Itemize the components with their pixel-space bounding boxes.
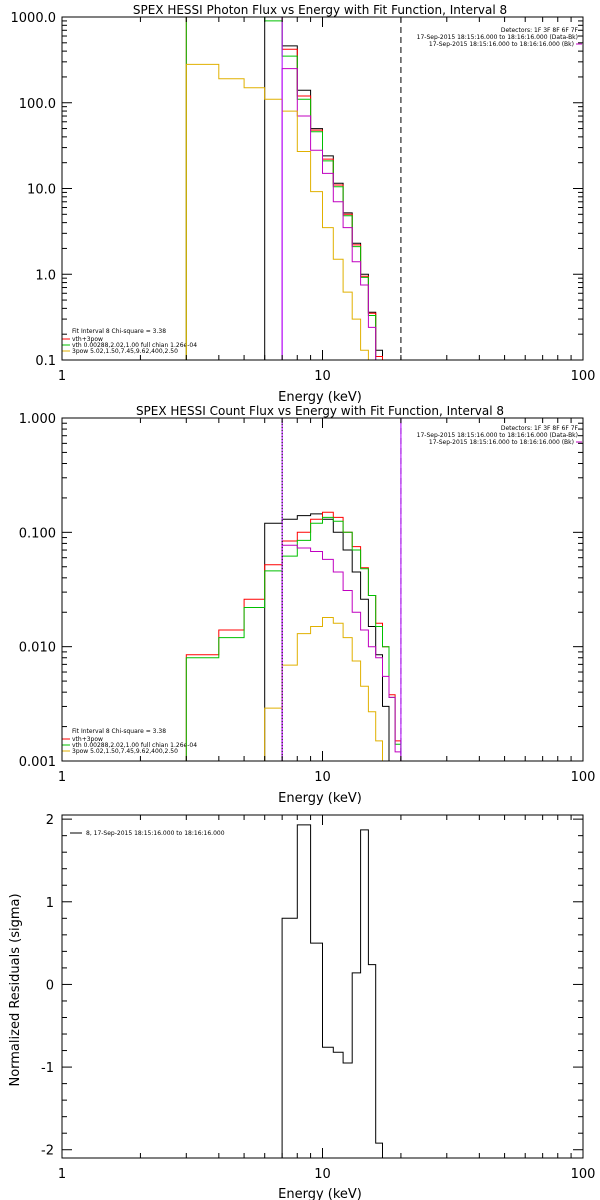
panel-1-x-tick-label: 1 <box>58 369 66 384</box>
panel-2-series-1 <box>264 513 390 761</box>
panel-1-frame <box>61 16 584 361</box>
panel-3-legend-entry: 8, 17-Sep-2015 18:15:16.000 to 18:16:16.… <box>86 830 225 837</box>
panel-2-x-tick-label: 100 <box>571 770 596 785</box>
panel-2-y-tick-label: 0.100 <box>19 526 56 541</box>
panel-3-y-tick-label: -1 <box>41 1061 54 1076</box>
panel-2-series-3 <box>185 516 402 761</box>
panel-3-series-1 <box>281 824 383 1158</box>
panel-3-series-group <box>281 824 383 1158</box>
panel-2-plot: 1 10 100 0.001 0.010 0.100 1.000 <box>19 412 596 785</box>
panel-3-y-axis-label: Normalized Residuals (sigma) <box>8 893 23 1086</box>
residuals-panel: 8, 17-Sep-2015 18:15:16.000 to 18:16:16.… <box>8 830 362 1200</box>
panel-2-title: SPEX HESSI Count Flux vs Energy with Fit… <box>136 404 504 418</box>
panel-1-y-tick-label: 1000.0 <box>11 11 57 26</box>
panel-1-series-3 <box>185 17 377 360</box>
panel-3-y-tick-label: 2 <box>46 813 54 828</box>
photon-flux-panel: SPEX HESSI Photon Flux vs Energy with Fi… <box>62 3 582 405</box>
count-flux-panel: SPEX HESSI Count Flux vs Energy with Fit… <box>62 404 582 806</box>
panel-2-series-2 <box>185 511 407 761</box>
panel-2-legend-title: Fit Interval 8 Chi-square = 3.38 <box>72 728 166 735</box>
panel-3-x-tick-label: 100 <box>571 1167 596 1182</box>
panel-1-x-tick-label: 100 <box>571 369 596 384</box>
panel-2-info-line-2: 17-Sep-2015 18:15:16.000 to 18:16:16.000… <box>417 432 578 439</box>
panel-1-y-tick-label: 1.0 <box>35 268 56 283</box>
panel-2-legend-entry-2: vth 0.00288,2.02,1.00 full chian 1.26e-0… <box>72 742 197 749</box>
panel-1-series-group <box>185 17 383 360</box>
panel-2-series-5 <box>264 617 383 761</box>
panel-1-title: SPEX HESSI Photon Flux vs Energy with Fi… <box>133 3 507 17</box>
panel-2-frame <box>61 417 584 762</box>
panel-2-series-4 <box>281 544 402 761</box>
panel-1-series-5 <box>185 63 369 360</box>
panel-2-legend-entry-3: 3pow 5.02,1.50,7.45,9.62,400,2.50 <box>72 748 178 755</box>
panel-2-y-tick-label: 0.010 <box>19 641 56 656</box>
panel-3-x-tick-label: 10 <box>314 1167 331 1182</box>
panel-2-x-tick-label: 10 <box>314 770 331 785</box>
panel-1-info-line-2: 17-Sep-2015 18:15:16.000 to 18:16:16.000… <box>417 34 578 41</box>
panel-1-legend-title: Fit Interval 8 Chi-square = 3.38 <box>72 328 166 335</box>
panel-3-x-axis-label: Energy (keV) <box>278 1187 362 1200</box>
panel-1-x-tick-label: 10 <box>314 369 331 384</box>
panel-1-info-line-1: Detectors: 1F 3F 8F 6F 7F <box>501 27 579 34</box>
panel-2-series-group <box>185 511 407 761</box>
panel-1-plot: 1 10 100 0.1 1.0 10.0 100.0 1000.0 <box>11 11 596 384</box>
panel-1-series-1 <box>264 17 383 360</box>
panel-2-info-line-1: Detectors: 1F 3F 8F 6F 7F <box>501 425 579 432</box>
panel-3-y-tick-label: 1 <box>46 896 54 911</box>
panel-3-plot: 1 10 100 -2 -1 0 1 2 <box>41 813 595 1182</box>
panel-1-x-axis-label: Energy (keV) <box>278 390 362 405</box>
panel-1-y-tick-label: 100.0 <box>19 97 56 112</box>
panel-3-x-tick-label: 1 <box>58 1167 66 1182</box>
panel-2-y-tick-label: 0.001 <box>19 755 56 770</box>
panel-1-legend-entry-1: vth+3pow <box>72 336 103 343</box>
panel-2-x-axis-label: Energy (keV) <box>278 791 362 806</box>
panel-2-legend-entry-1: vth+3pow <box>72 736 103 743</box>
panel-1-info-line-3: 17-Sep-2015 18:15:16.000 to 18:16:16.000… <box>429 41 574 48</box>
panel-3-y-tick-label: 0 <box>46 978 54 993</box>
panel-2-info-line-3: 17-Sep-2015 18:15:16.000 to 18:16:16.000… <box>429 439 574 446</box>
panel-1-y-tick-label: 10.0 <box>27 183 56 198</box>
panel-2-x-tick-label: 1 <box>58 770 66 785</box>
panel-3-y-tick-label: -2 <box>41 1144 54 1159</box>
panel-1-y-tick-label: 0.1 <box>35 354 56 369</box>
panel-1-legend-entry-3: 3pow 5.02,1.50,7.45,9.62,400,2.50 <box>72 348 178 355</box>
panel-1-legend-entry-2: vth 0.00288,2.02,1.00 full chian 1.26e-0… <box>72 342 197 349</box>
panel-2-y-tick-label: 1.000 <box>19 412 56 427</box>
panel-1-series-4 <box>281 68 377 360</box>
panel-1-series-2 <box>185 17 383 360</box>
